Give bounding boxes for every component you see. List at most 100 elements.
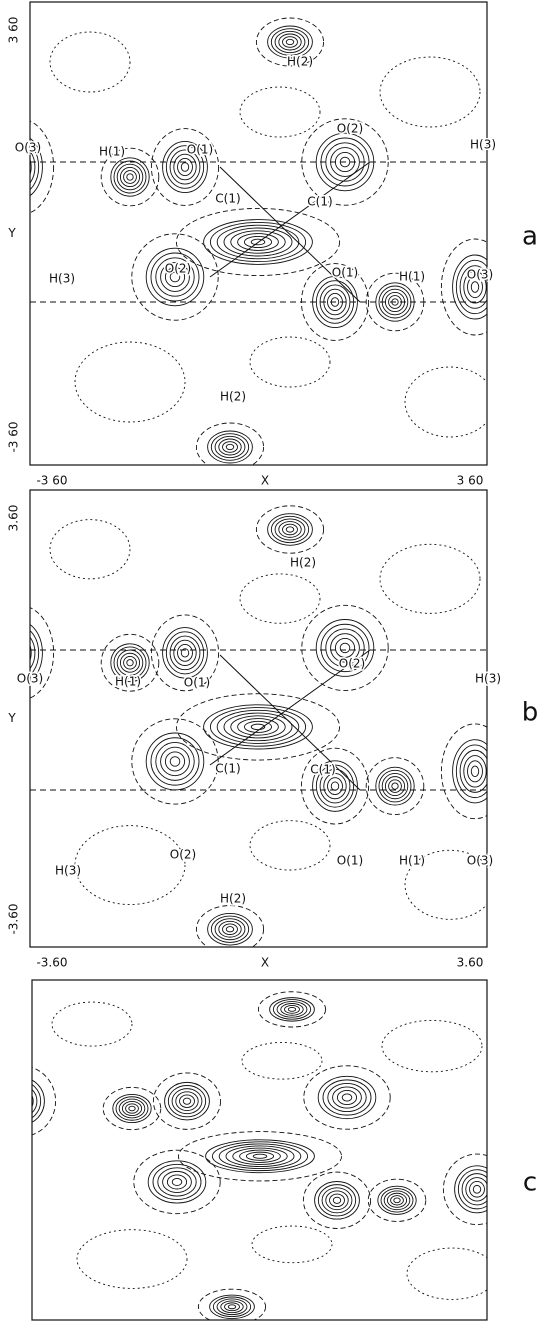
atom-label: H(2) — [220, 892, 246, 906]
contour — [169, 635, 201, 671]
contour — [225, 926, 235, 933]
contour — [404, 849, 487, 920]
contour — [332, 1196, 342, 1204]
contour — [169, 271, 181, 283]
contour — [126, 659, 134, 667]
contour — [203, 219, 313, 265]
contour — [207, 912, 253, 946]
contour — [128, 1105, 136, 1112]
panel-frame — [29, 489, 488, 948]
contour — [463, 270, 487, 304]
contour — [131, 718, 219, 805]
contour — [336, 1089, 358, 1105]
contour — [210, 433, 250, 461]
x-min-label: -3.60 — [36, 956, 67, 970]
x-max-label: 3 60 — [457, 474, 484, 488]
contour — [182, 1097, 192, 1105]
x-axis-label: X — [261, 474, 269, 488]
contour — [30, 644, 32, 662]
contour — [280, 1003, 304, 1016]
contour — [113, 160, 147, 194]
contour — [209, 1294, 255, 1319]
contour — [121, 1101, 143, 1117]
contour — [388, 779, 402, 793]
contour — [225, 1145, 295, 1167]
contour — [239, 1149, 281, 1163]
contour — [365, 757, 425, 815]
atom-label: O(1) — [187, 143, 213, 157]
contour — [222, 441, 238, 453]
contour — [334, 638, 356, 658]
contour — [32, 1079, 45, 1123]
contour — [169, 149, 201, 185]
atom-label: O(3) — [467, 268, 493, 282]
atom-label: H(2) — [287, 55, 313, 69]
contour — [274, 30, 306, 54]
contour — [76, 1229, 188, 1289]
contour — [383, 1190, 411, 1211]
atom-label: O(1) — [184, 676, 210, 690]
contour — [203, 704, 313, 750]
contour — [49, 519, 131, 580]
contour — [209, 221, 307, 263]
contour — [285, 526, 295, 533]
contour — [379, 56, 481, 128]
contour — [13, 642, 28, 663]
atom-label: O(1) — [337, 854, 363, 868]
contour — [257, 991, 327, 1028]
contour — [165, 145, 205, 189]
contour — [321, 1187, 353, 1214]
atom-label: O(2) — [339, 657, 365, 671]
atom-label: H(1) — [399, 854, 425, 868]
contour — [452, 254, 487, 320]
contour — [49, 31, 131, 93]
contour — [133, 1149, 221, 1215]
contour-map — [13, 505, 487, 947]
contour — [119, 166, 141, 188]
contour — [455, 259, 487, 315]
y-axis-label: Y — [7, 711, 16, 725]
y-axis-label: Y — [7, 226, 16, 240]
atom-label: H(1) — [99, 145, 125, 159]
contour — [180, 162, 190, 172]
contour — [252, 1153, 268, 1159]
contour — [123, 170, 137, 184]
y-max-label: 3 60 — [7, 17, 21, 44]
contour — [32, 1067, 57, 1136]
contour — [325, 1190, 349, 1211]
contour — [272, 999, 312, 1020]
contour — [116, 163, 144, 191]
contour — [125, 1103, 139, 1114]
contour — [165, 631, 205, 675]
contour — [465, 1177, 487, 1202]
contour — [118, 1098, 146, 1119]
contour — [440, 723, 487, 820]
contour — [160, 746, 190, 777]
contour — [175, 207, 341, 277]
contour — [167, 1085, 207, 1118]
contour — [406, 1247, 487, 1300]
contour — [162, 140, 208, 194]
contour — [155, 742, 195, 781]
contour — [317, 1075, 377, 1120]
contour — [179, 1094, 195, 1108]
contour — [30, 630, 40, 676]
contour — [463, 755, 487, 788]
atom-label: O(2) — [170, 848, 196, 862]
contour — [16, 648, 23, 659]
contour — [180, 648, 190, 658]
atom-label: O(3) — [17, 672, 43, 686]
bond — [209, 649, 371, 766]
y-min-label: -3.60 — [7, 903, 21, 934]
contour — [230, 715, 286, 739]
contour — [378, 769, 412, 803]
contour — [303, 1065, 391, 1130]
contour — [216, 1298, 248, 1316]
atom-label: H(3) — [475, 672, 501, 686]
contour — [404, 366, 487, 438]
contour — [440, 238, 487, 336]
contour — [239, 86, 321, 138]
contour — [341, 1093, 353, 1102]
contour — [285, 38, 295, 46]
contour — [339, 642, 351, 654]
